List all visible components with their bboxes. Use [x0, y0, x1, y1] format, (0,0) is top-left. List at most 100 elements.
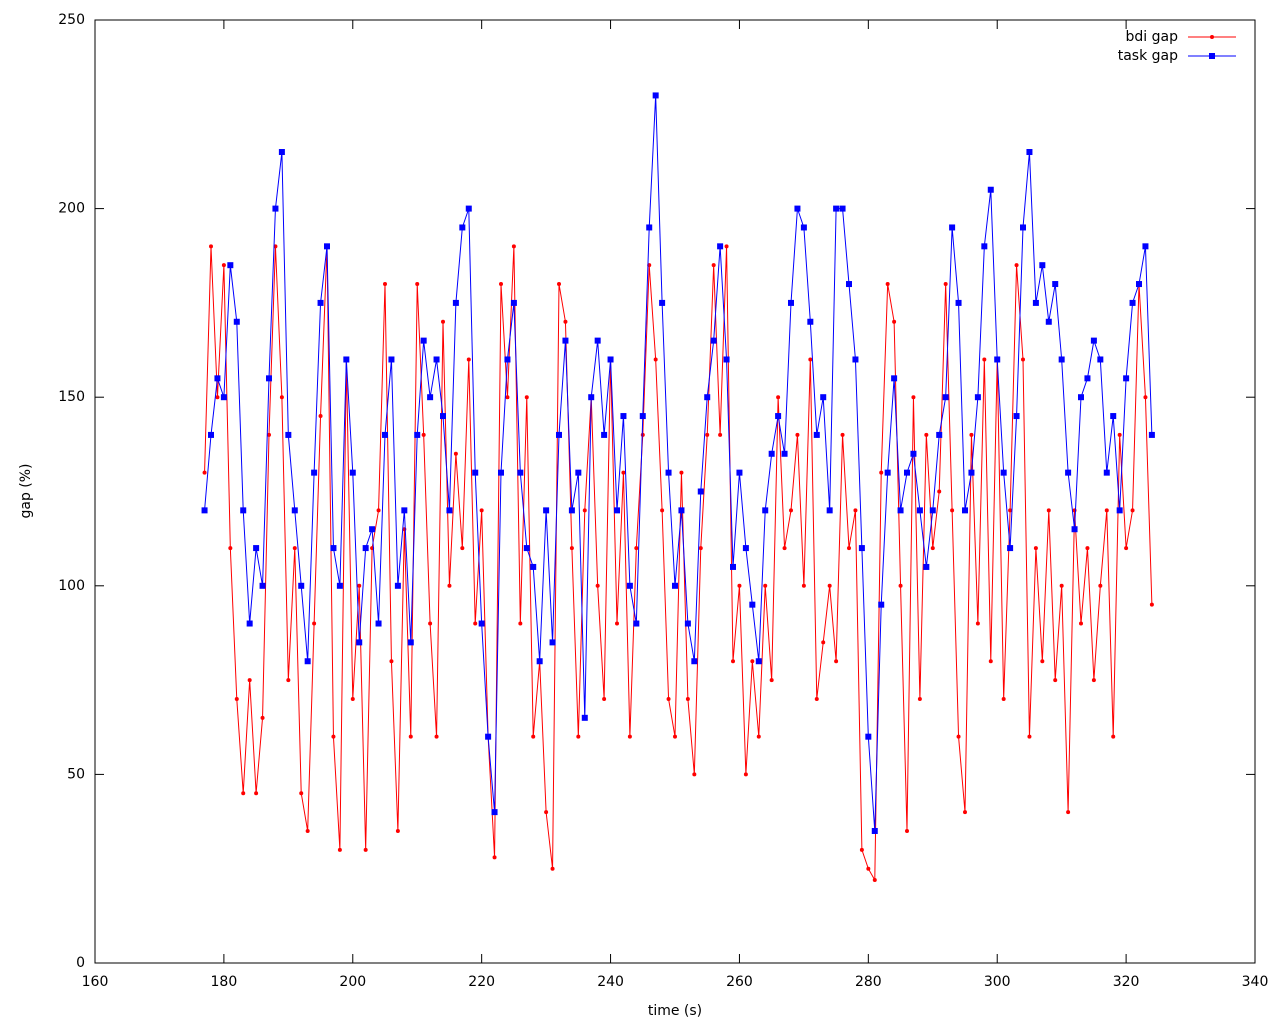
point — [962, 507, 968, 514]
point — [401, 507, 408, 514]
point — [395, 828, 400, 833]
point — [428, 621, 433, 626]
point — [491, 809, 498, 816]
point — [833, 205, 840, 212]
point — [794, 205, 801, 212]
point — [362, 545, 369, 552]
series-line — [204, 95, 1153, 832]
point — [640, 432, 645, 437]
point — [498, 469, 504, 476]
point — [1014, 263, 1019, 268]
point — [1136, 281, 1142, 288]
point — [536, 658, 543, 665]
point — [485, 733, 492, 740]
x-tick-label: 240 — [597, 974, 624, 990]
point — [1124, 546, 1129, 551]
series-line — [204, 246, 1153, 882]
point — [201, 507, 208, 514]
point — [1013, 413, 1020, 420]
point — [478, 620, 485, 627]
point — [730, 563, 736, 570]
point — [789, 508, 793, 513]
point — [1071, 526, 1078, 533]
point — [510, 299, 517, 306]
point — [808, 357, 813, 362]
point — [943, 282, 948, 287]
point — [376, 508, 381, 513]
x-tick-label: 280 — [855, 974, 882, 990]
point — [1032, 299, 1039, 306]
point — [736, 469, 743, 476]
point — [839, 205, 846, 212]
point — [383, 282, 387, 287]
point — [1065, 469, 1072, 476]
point — [717, 243, 724, 250]
x-tick-label: 160 — [82, 974, 109, 990]
point — [697, 488, 704, 495]
point — [550, 866, 555, 871]
point — [923, 563, 930, 570]
point — [479, 508, 484, 513]
point — [336, 582, 343, 589]
point — [266, 375, 272, 382]
point — [499, 282, 503, 287]
y-tick-label: 100 — [58, 578, 85, 594]
point — [267, 432, 271, 437]
point — [304, 658, 311, 665]
point — [660, 508, 665, 513]
point — [1085, 546, 1090, 551]
point — [820, 394, 827, 401]
point — [517, 469, 524, 476]
point — [871, 827, 878, 834]
point — [369, 526, 376, 533]
point — [311, 469, 318, 476]
legend-label: task gap — [1118, 48, 1178, 64]
point — [615, 621, 619, 626]
point — [975, 621, 980, 626]
point — [724, 244, 729, 249]
point — [749, 601, 756, 608]
point — [711, 263, 716, 268]
point — [1027, 734, 1032, 739]
point — [1104, 508, 1109, 513]
point — [852, 356, 859, 363]
point — [291, 507, 298, 514]
point — [704, 394, 711, 401]
point — [879, 470, 884, 475]
point — [885, 282, 890, 287]
point — [1079, 621, 1083, 626]
point — [949, 224, 956, 231]
point — [1142, 243, 1149, 250]
point — [349, 469, 356, 476]
point — [460, 546, 465, 551]
point — [1039, 262, 1046, 269]
plot-border — [94, 19, 1256, 964]
point — [1090, 337, 1097, 344]
point — [247, 678, 252, 683]
point — [588, 394, 595, 401]
point — [930, 546, 935, 551]
point — [330, 545, 337, 552]
point — [433, 356, 440, 363]
point — [356, 639, 363, 646]
point — [415, 282, 420, 287]
point — [987, 186, 994, 193]
point — [956, 734, 961, 739]
point — [634, 546, 639, 551]
point — [756, 734, 761, 739]
point — [466, 357, 471, 362]
y-tick-label: 150 — [58, 389, 85, 405]
point — [858, 545, 865, 552]
point — [427, 394, 434, 401]
point — [1058, 356, 1065, 363]
point — [1033, 546, 1038, 551]
point — [318, 414, 323, 419]
point — [884, 469, 891, 476]
point — [659, 299, 666, 306]
point — [1129, 299, 1136, 306]
point — [1111, 734, 1116, 739]
point — [859, 847, 864, 852]
point — [846, 281, 852, 288]
point — [317, 299, 324, 306]
point — [974, 394, 981, 401]
